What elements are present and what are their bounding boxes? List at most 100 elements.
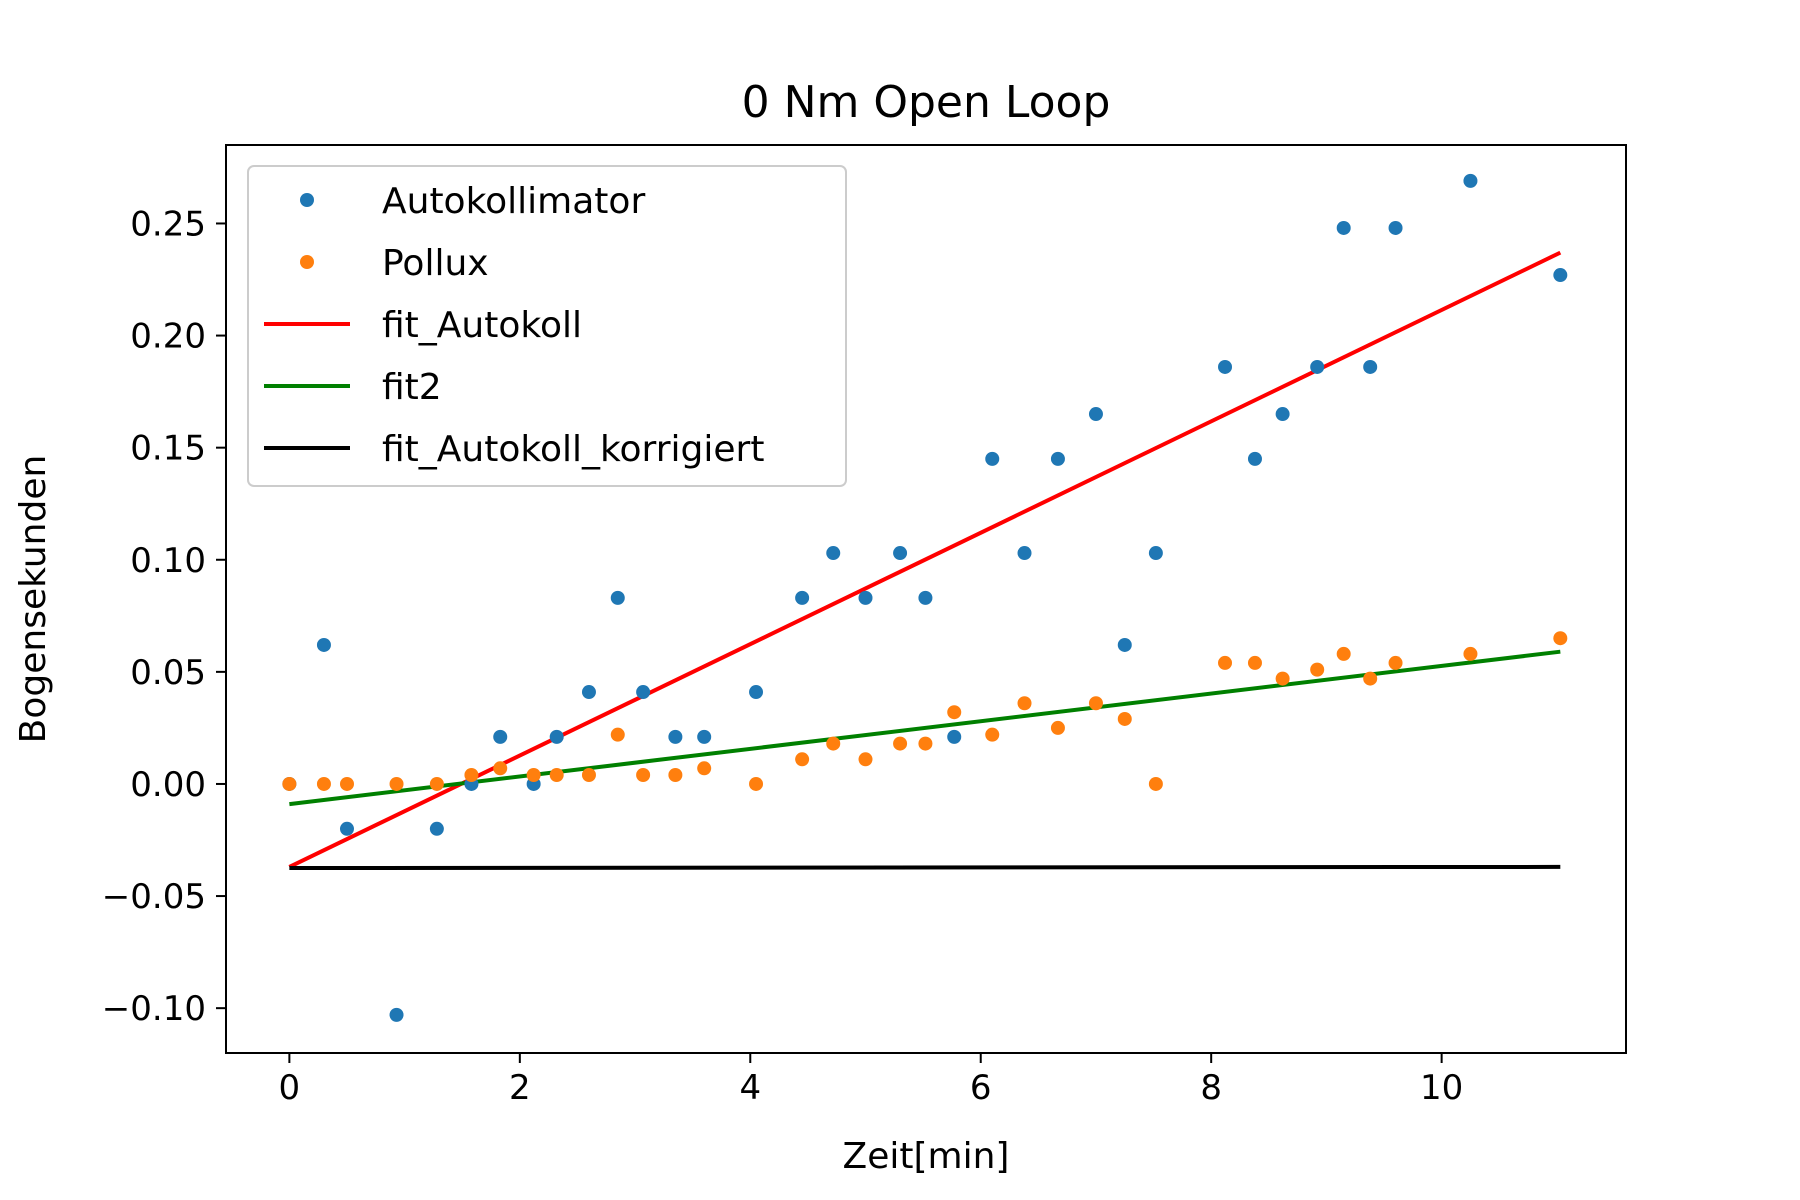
data-point-pollux <box>581 767 596 782</box>
data-point-autokollimator <box>749 685 764 700</box>
data-point-autokollimator <box>1117 637 1132 652</box>
y-axis-label: Bogensekunden <box>13 455 54 744</box>
data-point-pollux <box>1363 671 1378 686</box>
x-tick-label: 2 <box>509 1068 531 1108</box>
data-point-autokollimator <box>1553 268 1568 283</box>
data-point-pollux <box>947 705 962 720</box>
series-pollux <box>282 631 1568 791</box>
series-line-fit-autokoll-korrigiert <box>289 864 1561 871</box>
data-point-pollux <box>918 736 933 751</box>
x-tick-label: 10 <box>1420 1068 1463 1108</box>
legend-label: fit_Autokoll_korrigiert <box>382 429 764 470</box>
data-point-autokollimator <box>1247 451 1262 466</box>
data-point-pollux <box>1463 646 1478 661</box>
y-tick-label: −0.10 <box>102 989 206 1029</box>
data-point-pollux <box>1247 655 1262 670</box>
data-point-autokollimator <box>1148 546 1163 561</box>
legend-label: fit_Autokoll <box>382 305 582 346</box>
data-point-pollux <box>610 727 625 742</box>
data-point-pollux <box>668 767 683 782</box>
data-point-autokollimator <box>636 685 651 700</box>
data-point-autokollimator <box>1463 173 1478 188</box>
data-point-autokollimator <box>1388 220 1403 235</box>
y-tick-label: 0.20 <box>130 317 206 357</box>
data-point-autokollimator <box>339 821 354 836</box>
data-point-pollux <box>1218 655 1233 670</box>
data-point-pollux <box>549 767 564 782</box>
data-point-pollux <box>1050 720 1065 735</box>
data-point-autokollimator <box>985 451 1000 466</box>
data-point-pollux <box>464 767 479 782</box>
legend: Autokollimator Pollux fit_Autokoll fit2 fit_… <box>247 165 847 487</box>
data-point-pollux <box>795 752 810 767</box>
data-point-pollux <box>1088 696 1103 711</box>
data-point-autokollimator <box>493 729 508 744</box>
data-point-pollux <box>493 761 508 776</box>
data-point-autokollimator <box>610 590 625 605</box>
data-point-autokollimator <box>1310 359 1325 374</box>
legend-label: Pollux <box>382 243 489 284</box>
data-point-pollux <box>985 727 1000 742</box>
legend-item-fit-autokoll: fit_Autokoll <box>264 305 582 346</box>
legend-marker <box>300 255 314 269</box>
data-point-pollux <box>1553 631 1568 646</box>
y-tick-label: 0.00 <box>130 765 206 805</box>
data-point-autokollimator <box>316 637 331 652</box>
legend-item-fit2: fit2 <box>264 367 442 408</box>
plot-area <box>225 144 1627 1054</box>
data-point-autokollimator <box>1050 451 1065 466</box>
y-tick-label: 0.05 <box>130 653 206 693</box>
series-line-fit2 <box>289 649 1561 807</box>
data-point-autokollimator <box>429 821 444 836</box>
y-tick-label: 0.25 <box>130 204 206 244</box>
data-point-pollux <box>1336 646 1351 661</box>
legend-label: Autokollimator <box>382 181 645 222</box>
data-point-autokollimator <box>668 729 683 744</box>
data-point-autokollimator <box>918 590 933 605</box>
y-tick-label: 0.15 <box>130 429 206 469</box>
x-axis-label: Zeit[min] <box>843 1136 1010 1177</box>
data-point-pollux <box>526 767 541 782</box>
data-point-pollux <box>1275 671 1290 686</box>
data-point-autokollimator <box>795 590 810 605</box>
data-point-autokollimator <box>858 590 873 605</box>
legend-item-pollux: Pollux <box>300 243 489 284</box>
legend-item-autokollimator: Autokollimator <box>300 181 645 222</box>
data-point-pollux <box>282 776 297 791</box>
data-point-pollux <box>389 776 404 791</box>
legend-item-fit-autokoll-korrigiert: fit_Autokoll_korrigiert <box>264 429 764 470</box>
legend-label: fit2 <box>382 367 442 408</box>
data-point-pollux <box>697 761 712 776</box>
data-point-autokollimator <box>1275 407 1290 422</box>
y-axis: −0.10 −0.05 0.00 0.05 0.10 0.15 0.20 0.25 <box>102 204 226 1029</box>
x-tick-label: 8 <box>1200 1068 1222 1108</box>
x-tick-label: 4 <box>739 1068 761 1108</box>
data-point-autokollimator <box>549 729 564 744</box>
data-point-autokollimator <box>826 546 841 561</box>
data-point-pollux <box>636 767 651 782</box>
series-layer <box>282 173 1568 1022</box>
plot-frame <box>225 144 1627 1054</box>
legend-marker <box>300 193 314 207</box>
data-point-autokollimator <box>697 729 712 744</box>
legend-box <box>247 165 847 487</box>
x-tick-label: 0 <box>279 1068 301 1108</box>
data-point-autokollimator <box>1363 359 1378 374</box>
x-tick-label: 6 <box>970 1068 992 1108</box>
data-point-autokollimator <box>389 1007 404 1022</box>
chart-title: 0 Nm Open Loop <box>742 77 1111 128</box>
data-point-autokollimator <box>893 546 908 561</box>
y-tick-label: −0.05 <box>102 877 206 917</box>
data-point-pollux <box>826 736 841 751</box>
data-point-pollux <box>339 776 354 791</box>
data-point-pollux <box>429 776 444 791</box>
data-point-pollux <box>1310 662 1325 677</box>
data-point-pollux <box>749 776 764 791</box>
x-axis: 0 2 4 6 8 10 <box>279 1053 1463 1108</box>
data-point-pollux <box>893 736 908 751</box>
data-point-pollux <box>1388 655 1403 670</box>
data-point-pollux <box>1148 776 1163 791</box>
data-point-pollux <box>858 752 873 767</box>
data-point-autokollimator <box>1218 359 1233 374</box>
